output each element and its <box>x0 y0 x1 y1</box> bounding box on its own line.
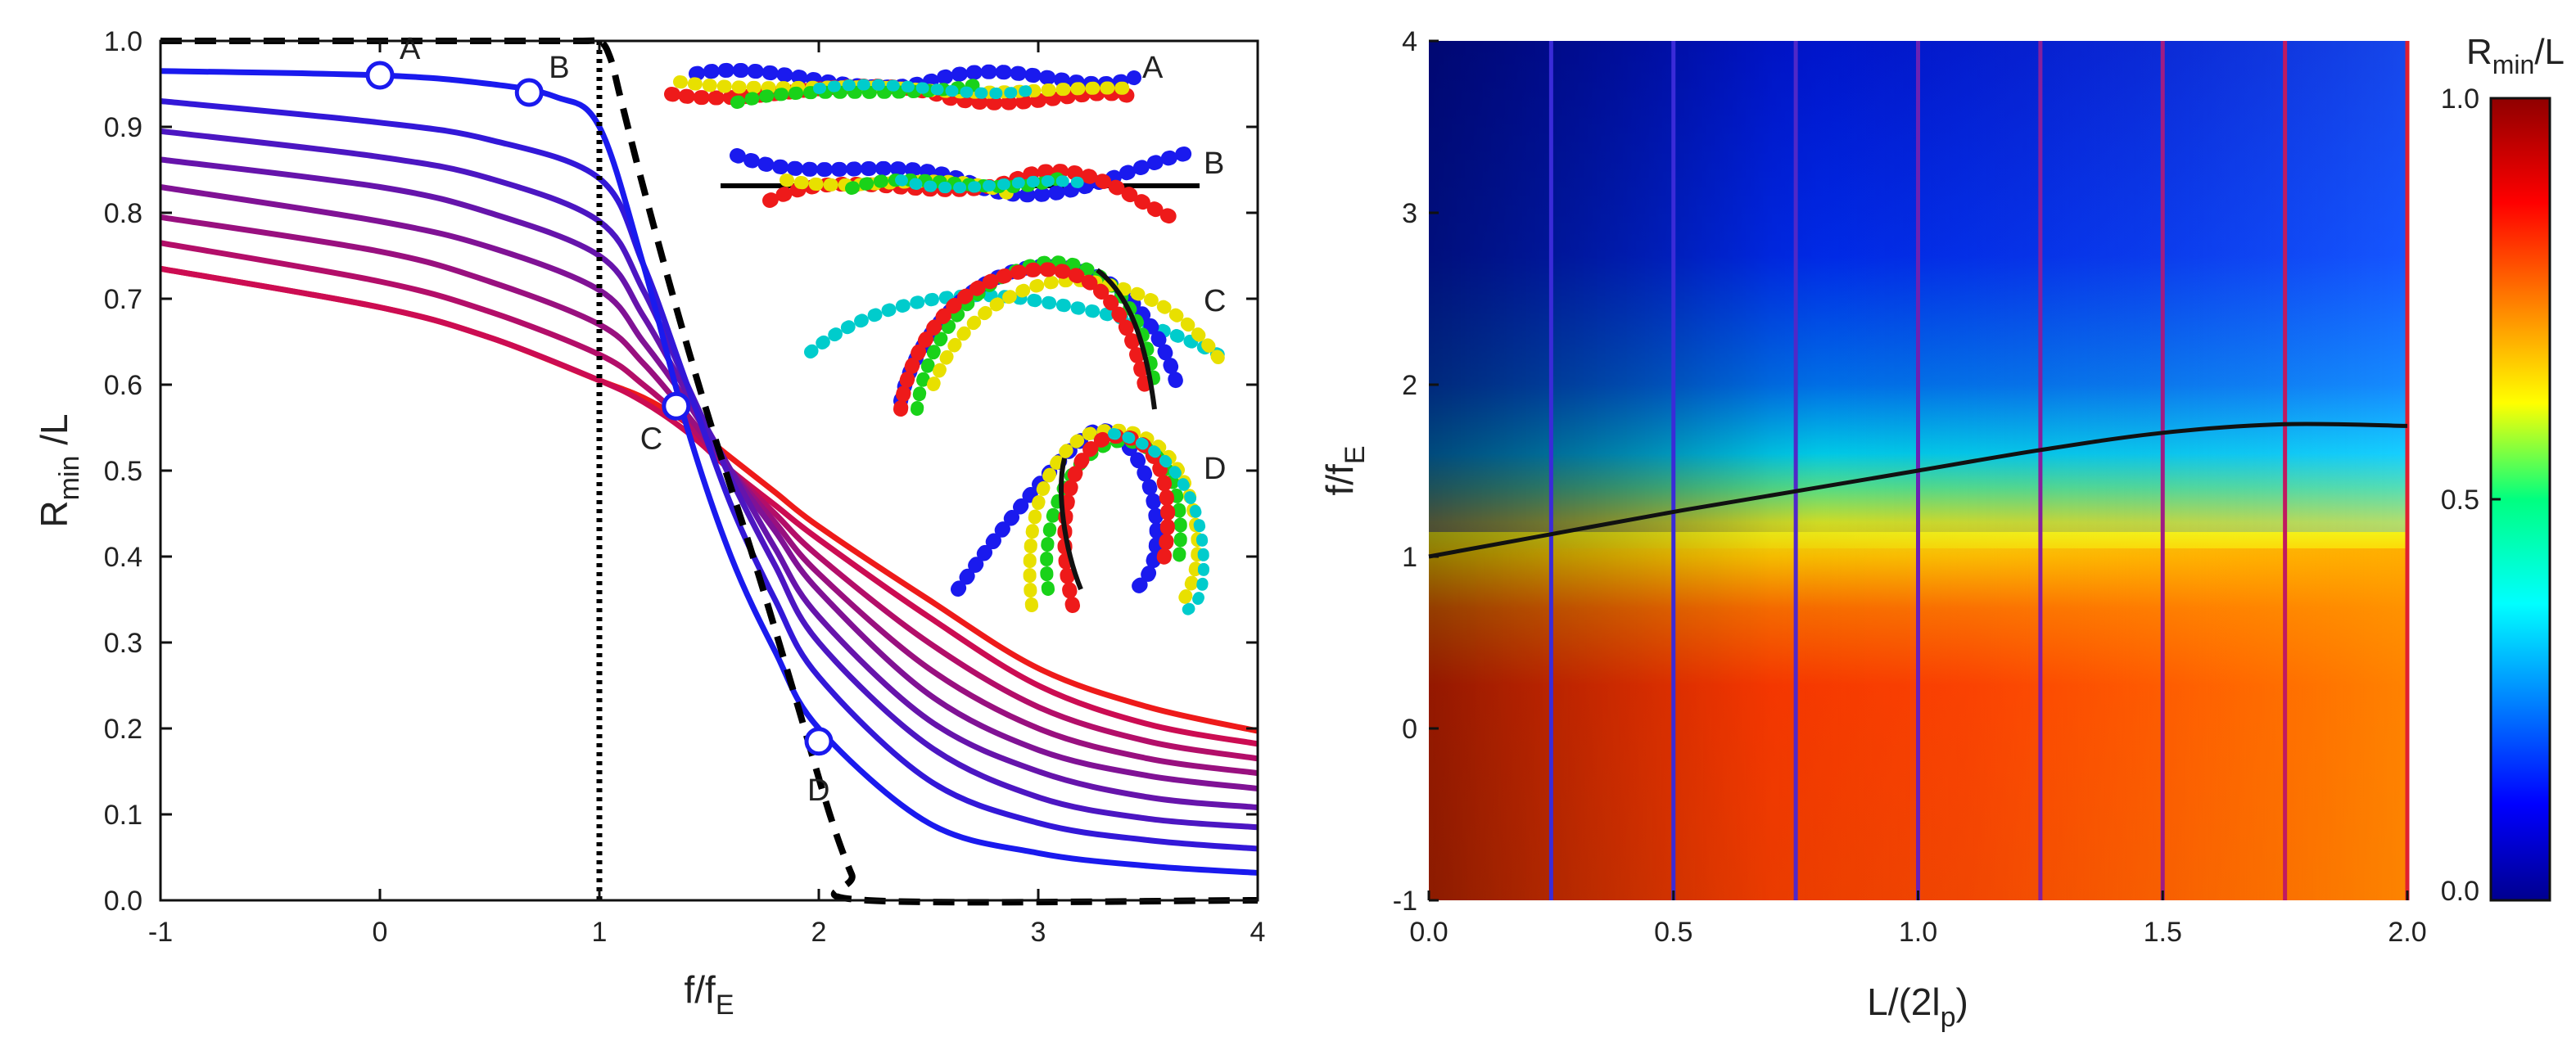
right-x-axis-label: L/(2lp) <box>1867 981 1968 1033</box>
polymer-inset-D <box>951 422 1210 615</box>
left-x-tick-label: 2 <box>811 917 827 948</box>
polymer-inset-B <box>721 144 1203 224</box>
left-x-tick-label: 1 <box>592 917 608 948</box>
polymer-inset-C <box>804 255 1235 417</box>
colorbar-ticks: 0.0 0.5 1.0 <box>2441 83 2501 907</box>
left-y-tick-label: 0.6 <box>104 370 142 401</box>
left-x-tick-label: 0 <box>373 917 388 948</box>
right-x-tick-label: 1.0 <box>1899 917 1937 948</box>
left-y-tick-label: 0.3 <box>104 628 142 659</box>
boundary-curve <box>1428 422 2408 559</box>
polymer-inset-A <box>664 62 1146 110</box>
left-y-tick-label: 0.5 <box>104 456 142 487</box>
left-series-group <box>160 68 1259 876</box>
point-label-B: B <box>549 51 569 85</box>
left-y-tick-label: 0.7 <box>104 284 142 315</box>
left-points-group: A B C D <box>365 32 834 808</box>
right-x-tick-label: 1.5 <box>2144 917 2182 948</box>
inset-label-A: A <box>1142 51 1164 85</box>
left-inset-labels-group: A B C D <box>1142 51 1226 486</box>
right-x-tick-label: 2.0 <box>2388 917 2426 948</box>
right-y-tick-label: 0 <box>1402 714 1417 745</box>
inset-label-C: C <box>1204 284 1226 318</box>
point-B <box>514 78 544 107</box>
left-y-tick-label: 0.0 <box>104 886 142 917</box>
point-label-A: A <box>400 32 421 66</box>
colorbar-tick-label: 1.0 <box>2441 83 2479 115</box>
point-C <box>662 391 691 421</box>
point-D <box>804 727 834 756</box>
inset-label-B: B <box>1204 147 1224 181</box>
left-y-axis-label: Rmin /L <box>33 413 85 527</box>
right-y-axis-label: f/fE <box>1318 445 1371 495</box>
left-x-tick-label: -1 <box>148 917 173 948</box>
left-y-tick-label: 0.9 <box>104 112 142 143</box>
left-plot-area <box>160 41 1258 900</box>
colorbar-tick-label: 0.0 <box>2441 876 2479 907</box>
right-y-tick-label: 3 <box>1402 198 1417 229</box>
right-y-tick-label: -1 <box>1393 886 1417 917</box>
right-y-tick-label: 2 <box>1402 370 1417 401</box>
point-label-C: C <box>640 422 662 456</box>
point-label-D: D <box>807 773 829 808</box>
colorbar-tick-label: 0.5 <box>2441 485 2479 516</box>
left-y-ticks: 0.0 0.1 0.2 0.3 0.4 0.5 0.6 0.7 0.8 0.9 1.0 <box>104 26 1258 917</box>
left-y-tick-label: 1.0 <box>104 26 142 57</box>
right-y-ticks: -1 0 1 2 3 4 <box>1393 26 1439 917</box>
right-vertical-lines-group <box>1548 41 2410 900</box>
left-y-tick-label: 0.4 <box>104 542 142 573</box>
left-x-tick-label: 4 <box>1250 917 1266 948</box>
left-x-ticks: -1 0 1 2 3 4 <box>148 41 1266 948</box>
colorbar-title: Rmin/L <box>2466 32 2565 79</box>
right-y-tick-label: 4 <box>1402 26 1417 57</box>
series-line-3 <box>160 128 1259 831</box>
left-x-tick-label: 3 <box>1031 917 1046 948</box>
left-y-tick-label: 0.2 <box>104 714 142 745</box>
right-x-tick-label: 0.0 <box>1409 917 1448 948</box>
series-line-1 <box>160 68 1259 876</box>
right-x-tick-label: 0.5 <box>1654 917 1692 948</box>
left-y-tick-label: 0.8 <box>104 198 142 229</box>
right-x-ticks: 0.0 0.5 1.0 1.5 2.0 <box>1409 890 2427 948</box>
point-A <box>365 61 395 90</box>
inset-label-D: D <box>1204 452 1226 486</box>
series-line-4 <box>160 156 1259 811</box>
right-y-tick-label: 1 <box>1402 542 1417 573</box>
left-y-tick-label: 0.1 <box>104 800 142 831</box>
right-heatmap: 0.0 0.5 1.0 1.5 2.0 -1 0 1 2 3 4 L/(2lp) f/fE 0.0… <box>1318 26 2565 1033</box>
left-x-axis-label: f/fE <box>684 968 734 1021</box>
series-line-2 <box>160 98 1259 852</box>
